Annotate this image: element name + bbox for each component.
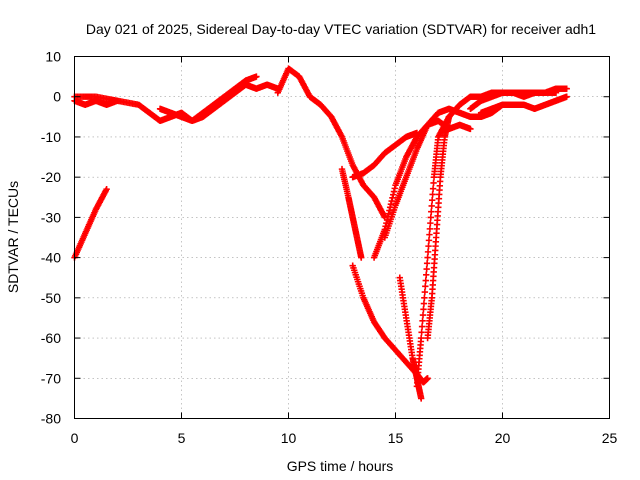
data-point xyxy=(417,334,425,342)
data-point xyxy=(563,85,570,92)
y-tick-label: -30 xyxy=(41,209,61,225)
x-tick-label: 5 xyxy=(178,430,186,446)
data-point xyxy=(418,329,425,336)
y-tick-labels: 10 0 -10 -20 -30 -40 -50 -60 -70 -80 xyxy=(41,49,61,427)
x-tick-label: 15 xyxy=(388,430,404,446)
y-tick-label: -40 xyxy=(41,250,61,266)
data-point xyxy=(428,196,436,204)
data-point xyxy=(428,202,435,210)
data-point xyxy=(420,300,428,307)
x-tick-label: 20 xyxy=(495,430,511,446)
plot-frame xyxy=(74,56,610,419)
x-tick-label: 25 xyxy=(602,430,618,446)
x-axis-label: GPS time / hours xyxy=(287,458,394,474)
x-tick-label: 0 xyxy=(71,430,79,446)
y-tick-label: -10 xyxy=(41,129,61,145)
data-point xyxy=(428,208,435,215)
y-tick-label: 0 xyxy=(53,89,61,105)
data-point xyxy=(421,294,428,302)
data-point xyxy=(429,185,437,192)
data-point xyxy=(429,191,436,198)
data-point xyxy=(426,225,434,233)
data-point xyxy=(422,283,429,290)
data-point xyxy=(418,323,426,330)
data-point xyxy=(419,311,427,319)
data-point xyxy=(425,242,432,250)
data-point xyxy=(552,89,560,96)
data-point xyxy=(417,395,425,402)
data-point xyxy=(430,179,437,187)
data-point xyxy=(425,237,433,244)
data-point xyxy=(424,248,432,256)
data-point xyxy=(424,375,431,382)
y-tick-label: -20 xyxy=(41,169,61,185)
data-point xyxy=(114,97,121,104)
y-tick-label: -60 xyxy=(41,330,61,346)
x-tick-labels: 0 5 10 15 20 25 xyxy=(71,430,618,446)
data-point xyxy=(563,93,570,100)
x-tick-label: 10 xyxy=(281,430,297,446)
data-point xyxy=(422,277,429,284)
data-point xyxy=(419,317,426,325)
data-point xyxy=(427,219,434,227)
y-tick-label: -70 xyxy=(41,370,61,386)
data-point xyxy=(358,254,365,261)
data-point xyxy=(253,73,260,80)
axis-ticks xyxy=(74,56,610,419)
data-point xyxy=(423,265,430,273)
data-point xyxy=(445,113,453,121)
y-axis-label: SDTVAR / TECUs xyxy=(5,181,21,293)
data-point xyxy=(423,260,431,267)
y-tick-label: -50 xyxy=(41,290,61,306)
data-point xyxy=(103,186,110,193)
data-point xyxy=(423,271,430,279)
data-points xyxy=(71,65,570,402)
data-point xyxy=(467,125,474,133)
data-point xyxy=(427,214,435,221)
y-tick-label: -80 xyxy=(41,411,61,427)
data-point xyxy=(421,288,429,296)
data-point xyxy=(420,306,427,313)
y-tick-label: 10 xyxy=(45,49,61,65)
data-point xyxy=(426,231,433,238)
data-point xyxy=(424,254,431,261)
chart-title: Day 021 of 2025, Sidereal Day-to-day VTE… xyxy=(86,21,596,37)
grid xyxy=(74,56,610,419)
